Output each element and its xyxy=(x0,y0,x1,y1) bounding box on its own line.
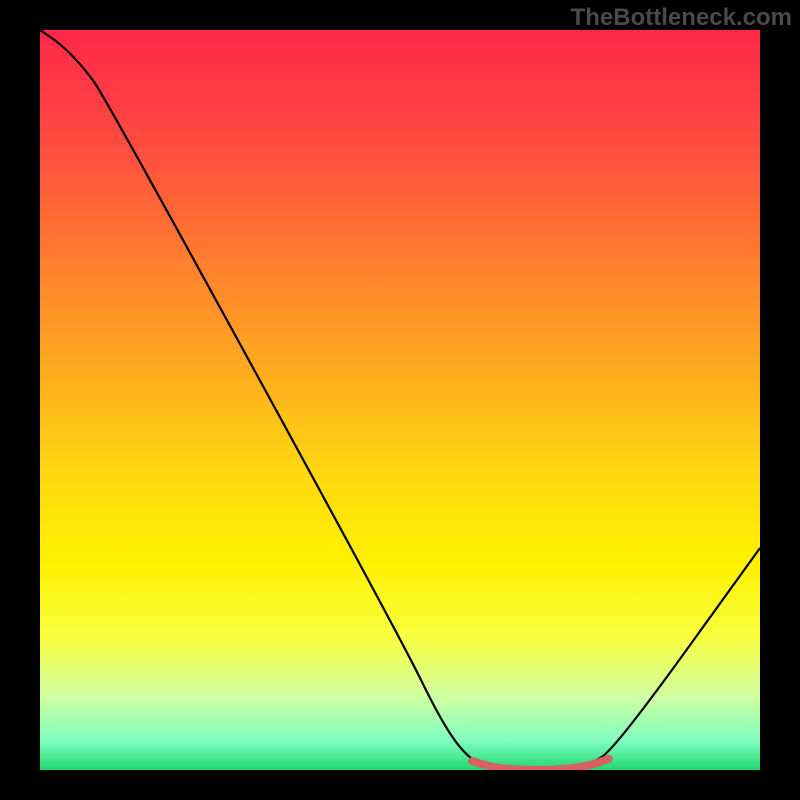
gradient-fill xyxy=(40,30,760,770)
watermark-label: TheBottleneck.com xyxy=(571,4,792,32)
plot-svg xyxy=(40,30,760,770)
chart-canvas: TheBottleneck.com xyxy=(0,0,800,800)
